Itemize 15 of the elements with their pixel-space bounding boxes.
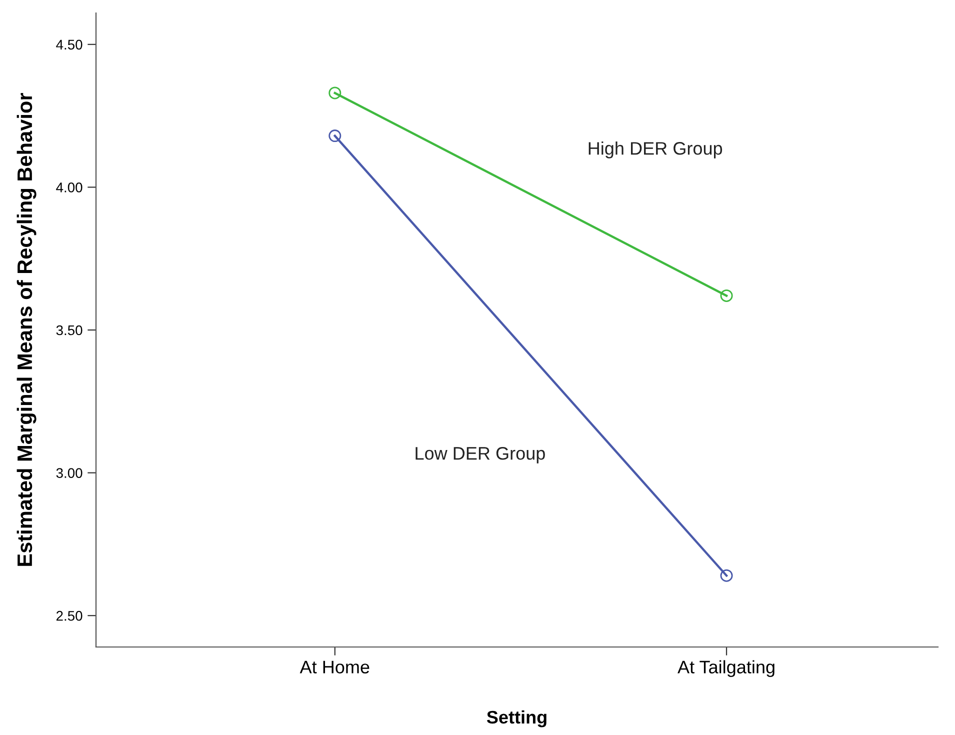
annotation: Low DER Group xyxy=(416,446,545,464)
y-tick-label: 2.50 xyxy=(56,610,82,621)
y-tick-label: 3.00 xyxy=(56,468,82,478)
x-tick-label: At Home xyxy=(300,660,370,674)
point xyxy=(328,130,342,142)
point xyxy=(720,569,733,582)
y-tick-label: 4.00 xyxy=(56,182,82,192)
point xyxy=(720,289,733,302)
y-tick-label: 4.50 xyxy=(56,40,82,50)
y-tick-label: 3.50 xyxy=(56,325,82,336)
annotation: High DER Group xyxy=(588,142,722,158)
x-axis-title: Setting xyxy=(486,710,546,728)
y-axis-title: Estimated Marginal Means of Recyling Behavior xyxy=(16,92,36,566)
x-tick-label: At Tailgating xyxy=(678,660,774,678)
point xyxy=(328,86,342,100)
